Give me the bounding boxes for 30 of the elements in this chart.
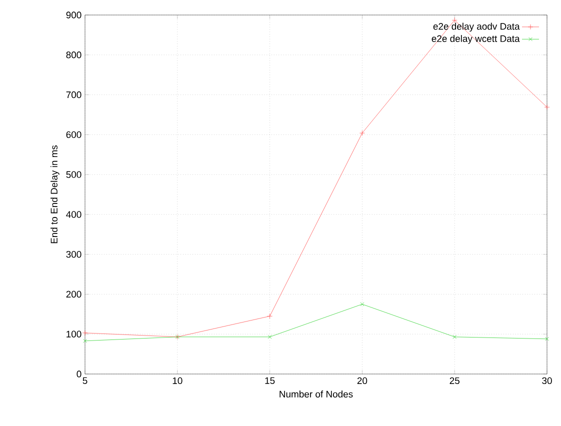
x-tick-label: 10 <box>172 377 182 384</box>
point <box>267 313 272 319</box>
point <box>544 104 550 110</box>
y-tick-label: 200 <box>66 290 82 298</box>
y-axis-title: End to End Delay in ms <box>50 145 60 244</box>
legend-label: e2e delay aodv Data <box>433 22 520 32</box>
point <box>452 18 458 23</box>
y-tick-label: 500 <box>66 171 82 178</box>
legend-label: e2e delay wcett Data <box>432 35 520 44</box>
y-tick-label: 100 <box>66 330 82 338</box>
point <box>360 302 364 306</box>
y-tick-label: 600 <box>66 131 82 138</box>
x-tick-label: 15 <box>265 377 275 384</box>
y-tick-label: 800 <box>66 52 82 58</box>
y-tick-label: 900 <box>66 12 82 18</box>
point <box>83 338 87 343</box>
y-tick-label: 300 <box>66 250 82 258</box>
x-tick-label: 30 <box>542 377 552 384</box>
point <box>268 334 272 339</box>
y-tick-label: 700 <box>66 91 82 98</box>
point <box>82 330 88 336</box>
x-axis-title: Number of Nodes <box>280 390 353 398</box>
y-tick-label: 400 <box>66 211 82 218</box>
x-tick-label: 25 <box>450 377 460 384</box>
point <box>360 130 365 136</box>
x-tick-label: 5 <box>82 377 88 384</box>
point <box>452 334 457 339</box>
point <box>545 336 549 341</box>
y-tick-label: 0 <box>76 370 82 378</box>
x-tick-label: 20 <box>357 377 368 384</box>
